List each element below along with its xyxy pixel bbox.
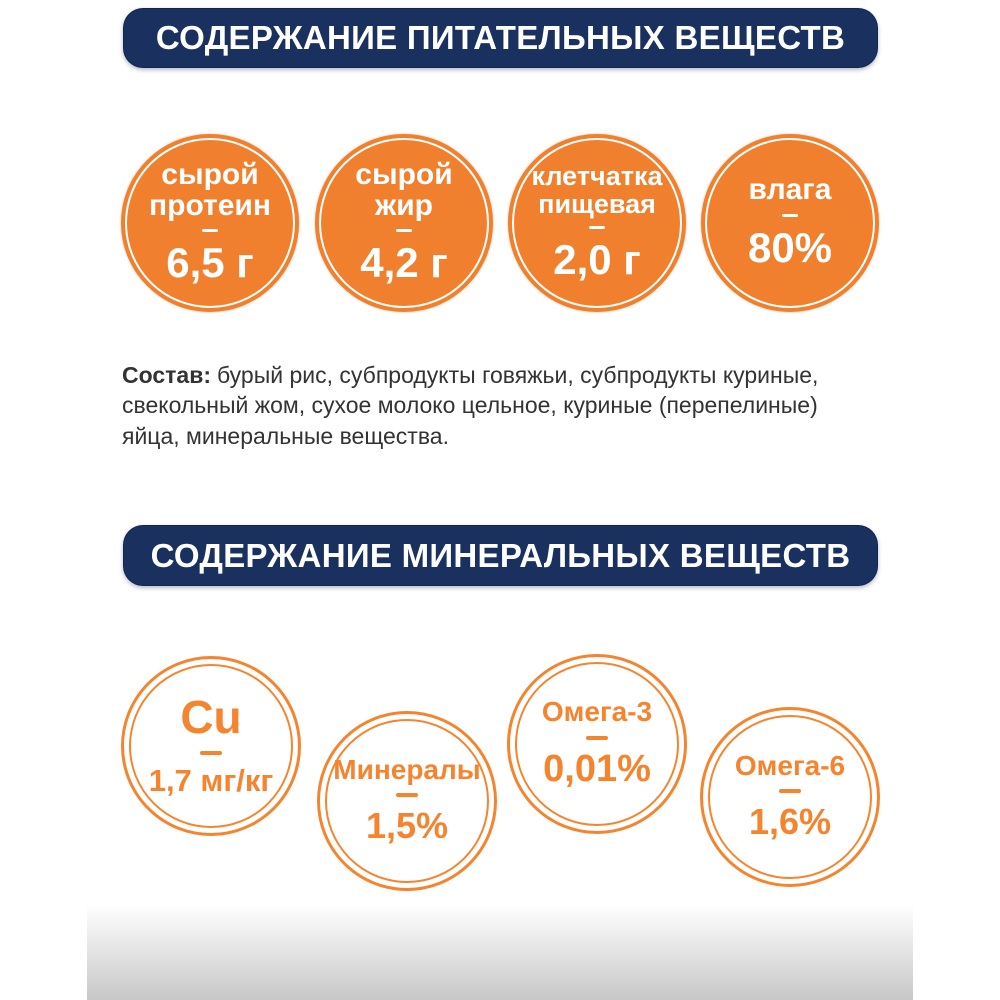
badge-label: сырой жир — [355, 157, 453, 222]
badge-content: Омега-3 0,01% — [510, 657, 684, 831]
mineral-badge-omega6: Омега-6 1,6% — [700, 707, 880, 887]
nutrients-banner-title: СОДЕРЖАНИЕ ПИТАТЕЛЬНЫХ ВЕЩЕСТВ — [155, 19, 846, 56]
composition-body: бурый рис, субпродукты говяжьи, субпроду… — [122, 362, 819, 449]
badge-ring-decoration — [515, 662, 679, 826]
dash-separator — [396, 229, 412, 233]
badge-ring-decoration — [319, 138, 489, 308]
minerals-banner: СОДЕРЖАНИЕ МИНЕРАЛЬНЫХ ВЕЩЕСТВ — [123, 525, 878, 586]
badge-ring-decoration — [705, 138, 875, 308]
mineral-badge-cu: Cu 1,7 мг/кг — [121, 656, 301, 836]
badge-label: Омега-6 — [734, 749, 846, 781]
badge-content: Омега-6 1,6% — [703, 710, 877, 884]
badge-ring-decoration — [125, 138, 295, 308]
badge-value: 4,2 г — [360, 239, 448, 287]
dash-separator — [586, 735, 608, 740]
dash-separator — [396, 793, 418, 798]
badge-label: сырой протеин — [149, 157, 271, 222]
nutrient-badge-fiber: клетчатка пищевая 2,0 г — [508, 134, 686, 312]
dash-separator — [202, 229, 218, 233]
badge-value: 6,5 г — [166, 239, 254, 287]
nutrients-banner: СОДЕРЖАНИЕ ПИТАТЕЛЬНЫХ ВЕЩЕСТВ — [123, 8, 878, 68]
badge-value: 1,7 мг/кг — [148, 762, 274, 798]
badge-content: сырой жир 4,2 г — [315, 134, 493, 312]
composition-label: Состав: — [122, 362, 212, 388]
composition-text: Состав: бурый рис, субпродукты говяжьи, с… — [122, 360, 842, 451]
mineral-badge-minerals: Минералы 1,5% — [317, 711, 497, 891]
badge-content: сырой протеин 6,5 г — [121, 134, 299, 312]
badge-content: Минералы 1,5% — [320, 714, 494, 888]
badge-label: влага — [748, 173, 832, 207]
nutrient-badge-moisture: влага 80% — [701, 134, 879, 312]
dash-separator — [779, 789, 801, 794]
badge-ring-decoration — [708, 715, 872, 879]
badge-ring-decoration — [129, 664, 293, 828]
badge-ring-decoration — [325, 719, 489, 883]
nutrient-badge-fat: сырой жир 4,2 г — [315, 134, 493, 312]
badge-value: 80% — [747, 223, 833, 271]
dash-separator — [589, 226, 605, 230]
badge-value: 1,5% — [365, 805, 449, 847]
dash-separator — [200, 750, 222, 755]
mineral-badge-omega3: Омега-3 0,01% — [507, 654, 687, 834]
minerals-banner-title: СОДЕРЖАНИЕ МИНЕРАЛЬНЫХ ВЕЩЕСТВ — [150, 536, 851, 574]
badge-content: Cu 1,7 мг/кг — [124, 659, 298, 833]
badge-ring-decoration — [512, 138, 682, 308]
dash-separator — [782, 213, 798, 217]
badge-content: клетчатка пищевая 2,0 г — [508, 134, 686, 312]
nutrient-badge-protein: сырой протеин 6,5 г — [121, 134, 299, 312]
badge-label: Минералы — [333, 753, 481, 785]
badge-value: 1,6% — [748, 801, 832, 843]
badge-label: Cu — [180, 691, 242, 744]
badge-value: 0,01% — [543, 747, 651, 790]
badge-content: влага 80% — [701, 134, 879, 312]
badge-label: Омега-3 — [541, 696, 653, 728]
badge-label: клетчатка пищевая — [531, 160, 663, 219]
badge-value: 2,0 г — [553, 236, 641, 284]
